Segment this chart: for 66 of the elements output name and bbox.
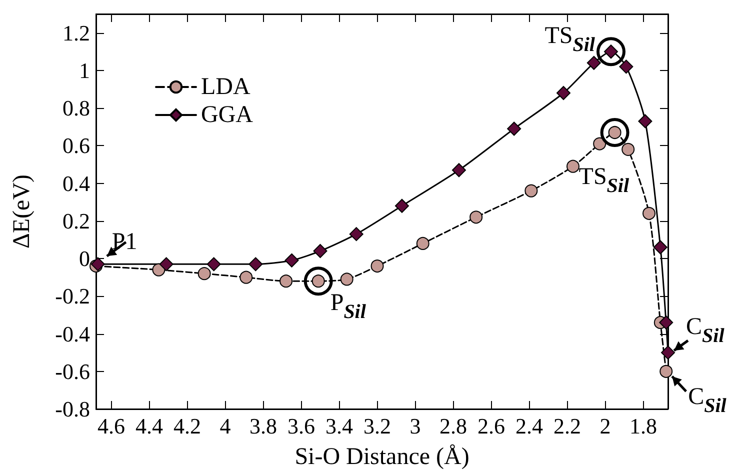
point bbox=[313, 244, 328, 258]
point bbox=[653, 240, 668, 254]
x-tick-label: 3.2 bbox=[364, 414, 391, 438]
y-tick-label: 0.4 bbox=[62, 170, 90, 196]
point bbox=[507, 122, 522, 136]
legend-label: GGA bbox=[201, 102, 254, 128]
x-tick-label: 3.6 bbox=[287, 414, 315, 438]
point bbox=[586, 56, 601, 70]
x-tick-label: 1.8 bbox=[630, 414, 658, 438]
x-tick-label: 3.8 bbox=[249, 414, 277, 438]
point bbox=[340, 272, 354, 286]
y-tick-label: 1.2 bbox=[62, 20, 90, 46]
annotation: P1 bbox=[112, 228, 138, 256]
point bbox=[566, 160, 580, 173]
y-tick-label: -0.2 bbox=[55, 284, 90, 309]
y-tick-label: 1 bbox=[79, 58, 90, 83]
point bbox=[642, 206, 656, 220]
x-tick-label: 2 bbox=[600, 414, 611, 438]
annotation: C$_{Sil}$ bbox=[688, 384, 726, 418]
point bbox=[284, 253, 299, 268]
point bbox=[593, 137, 606, 150]
x-tick-label: 4.6 bbox=[97, 414, 125, 438]
annotation: TS$_{Sil}$ bbox=[578, 163, 630, 196]
point bbox=[159, 257, 174, 272]
point bbox=[198, 267, 211, 280]
x-tick-label: 2.4 bbox=[516, 414, 544, 438]
point bbox=[206, 257, 221, 272]
y-tick-label: 0.6 bbox=[62, 133, 90, 158]
point bbox=[622, 142, 635, 156]
point bbox=[470, 210, 483, 224]
point bbox=[661, 346, 675, 360]
x-tick-label: 3 bbox=[410, 414, 421, 438]
point bbox=[619, 60, 634, 74]
y-tick-label: -0.4 bbox=[55, 321, 90, 346]
annotation: C$_{Sil}$ bbox=[686, 313, 724, 346]
x-tick-label: 3.4 bbox=[325, 414, 353, 438]
x-tick-label: 2.8 bbox=[440, 414, 468, 438]
y-tick-label: 0.8 bbox=[62, 96, 90, 121]
point bbox=[280, 274, 293, 288]
legend-label: LDA bbox=[201, 74, 251, 100]
annotation: TS$_{Sil}$ bbox=[544, 22, 595, 56]
point bbox=[248, 257, 263, 272]
point bbox=[452, 163, 466, 178]
y-tick-label: -0.8 bbox=[55, 396, 90, 422]
point bbox=[638, 114, 652, 128]
x-tick-label: 4.2 bbox=[173, 414, 201, 438]
y-tick-label: 0.2 bbox=[62, 208, 90, 234]
point bbox=[524, 184, 538, 198]
point bbox=[240, 270, 253, 284]
x-tick-label: 4 bbox=[220, 414, 231, 438]
point bbox=[370, 260, 384, 273]
point bbox=[349, 227, 364, 242]
point bbox=[659, 315, 674, 330]
annotation: P$_{Sil}$ bbox=[330, 290, 366, 323]
point bbox=[394, 198, 409, 213]
point bbox=[556, 86, 570, 100]
x-axis-title: Si-O Distance (Å) bbox=[294, 444, 470, 470]
x-tick-label: 2.6 bbox=[478, 414, 506, 438]
x-tick-label: 4.4 bbox=[135, 414, 163, 438]
x-tick-label: 2.2 bbox=[554, 414, 582, 438]
point bbox=[416, 236, 430, 250]
y-tick-label: 0 bbox=[79, 246, 90, 272]
y-axis-title: ΔE(eV) bbox=[9, 174, 35, 249]
point bbox=[90, 257, 105, 272]
y-tick-label: -0.6 bbox=[55, 358, 90, 384]
point bbox=[660, 364, 673, 378]
